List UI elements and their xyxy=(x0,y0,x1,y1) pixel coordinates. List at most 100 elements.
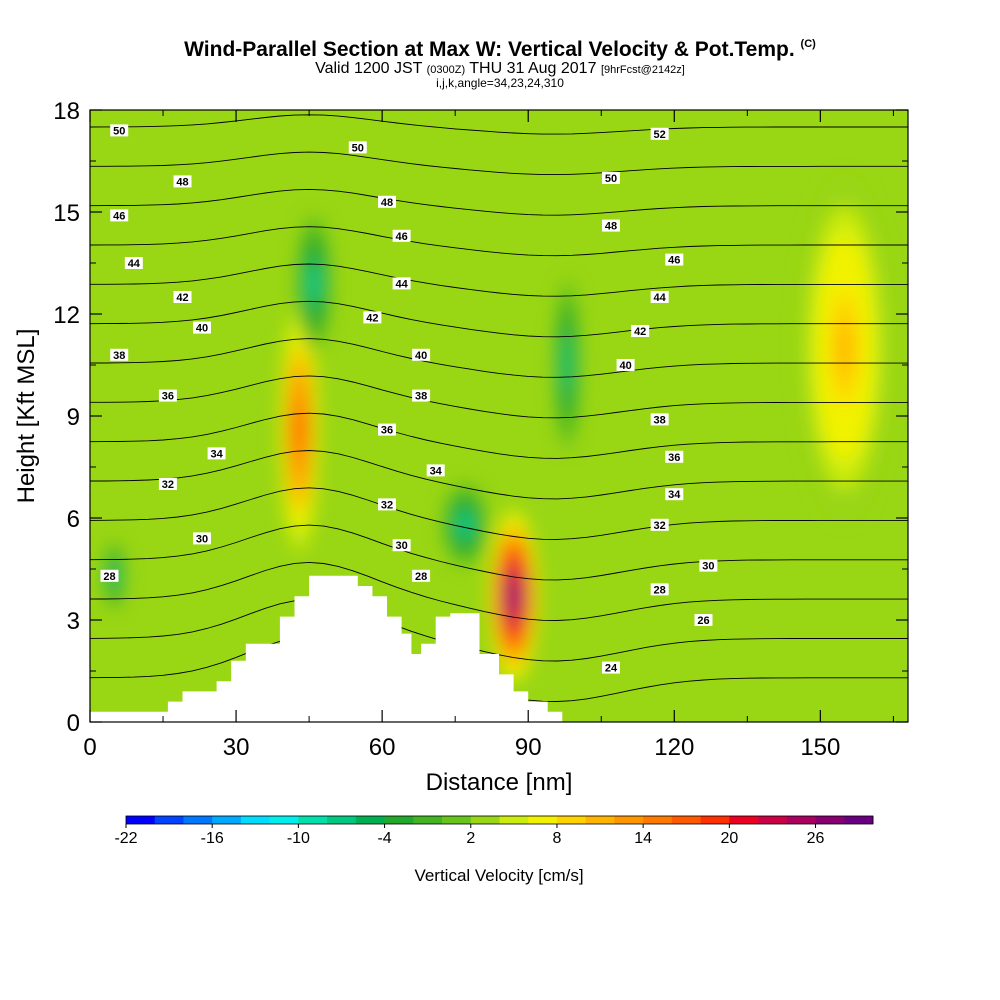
contour-label-text: 28 xyxy=(654,584,666,596)
colorbar-tick-label: 14 xyxy=(634,830,652,847)
contour-label-bg xyxy=(650,291,669,303)
y-tick-label: 9 xyxy=(67,404,80,431)
contour-label-text: 48 xyxy=(605,221,617,233)
contour-label-bg xyxy=(665,450,684,463)
contour-labels: 50 50 52 48 48 50 46 46 48 44 44 46 42 42 44 40 40 42 38 38… xyxy=(100,124,718,675)
y-tick-label: 0 xyxy=(67,710,80,737)
contour-label: 50 xyxy=(601,172,620,185)
contour-label: 30 xyxy=(699,559,718,573)
contour-label: 34 xyxy=(426,464,445,477)
contour-label-text: 46 xyxy=(668,255,680,267)
colorbar-swatch xyxy=(700,816,730,824)
contour-label-bg xyxy=(173,175,192,188)
x-tick-label: 150 xyxy=(800,734,840,761)
contour-label-bg xyxy=(173,291,192,303)
theta-contour xyxy=(90,151,908,176)
colorbar-tick-label: -16 xyxy=(201,830,224,847)
x-tick-label: 30 xyxy=(223,734,250,761)
contour-label-text: 46 xyxy=(395,231,407,243)
colorbar-swatch xyxy=(298,816,328,824)
x-tick-label: 90 xyxy=(515,734,542,761)
colorbar-swatch xyxy=(614,816,644,824)
contour-label-text: 34 xyxy=(210,448,223,460)
contour-label: 26 xyxy=(694,614,713,627)
theta-contour xyxy=(90,226,908,257)
contour-label-bg xyxy=(192,321,211,334)
contour-label: 52 xyxy=(650,127,669,141)
contour-label-bg xyxy=(631,325,650,337)
chart-title: Wind-Parallel Section at Max W: Vertical… xyxy=(184,38,816,61)
colorbar: -22 -16 -10 -4 2 8 14 20 26 Vertical Velocity [cm… xyxy=(114,815,874,885)
contour-label-text: 34 xyxy=(430,465,443,477)
contour-label-text: 40 xyxy=(619,360,631,372)
contour-label: 50 xyxy=(110,124,129,137)
valid-time: Valid 1200 JST (0300Z) THU 31 Aug 2017 [… xyxy=(315,60,685,77)
colorbar-swatch xyxy=(240,816,271,824)
contour-label-bg xyxy=(100,569,119,582)
contour-label-bg xyxy=(699,559,718,572)
colorbar-swatch xyxy=(528,816,558,824)
section-indices: i,j,k,angle=34,23,24,310 xyxy=(436,76,564,90)
colorbar-swatch xyxy=(786,816,816,824)
colorbar-swatch xyxy=(413,816,443,824)
contour-label: 40 xyxy=(616,359,635,372)
contour-label: 36 xyxy=(665,450,684,464)
contour-label: 28 xyxy=(100,569,119,583)
terrain xyxy=(90,575,563,722)
contour-label-bg xyxy=(601,172,620,184)
y-axis-label: Height [Kft MSL] xyxy=(13,329,40,504)
contour-label-text: 36 xyxy=(668,452,680,464)
contour-label: 42 xyxy=(363,311,382,324)
contour-label-text: 36 xyxy=(381,425,393,437)
contour-label: 32 xyxy=(650,518,669,532)
contour-label-text: 48 xyxy=(381,197,393,209)
plot-area: 50 50 52 48 48 50 46 46 48 44 44 46 42 42 44 40 40 42 38 38… xyxy=(90,110,908,722)
contour-label-bg xyxy=(694,614,713,626)
contour-label-text: 32 xyxy=(381,499,393,511)
contour-label-bg xyxy=(650,413,669,426)
colorbar-title: Vertical Velocity [cm/s] xyxy=(414,866,583,885)
contour-label-text: 42 xyxy=(176,292,188,304)
contour-label: 44 xyxy=(124,257,143,270)
contour-label-bg xyxy=(412,389,431,402)
contour-label-bg xyxy=(378,498,397,511)
colorbar-swatch xyxy=(212,816,242,824)
contour-label: 48 xyxy=(173,175,192,188)
contour-label-text: 38 xyxy=(654,414,666,426)
contour-label-text: 48 xyxy=(176,176,188,188)
contour-label: 38 xyxy=(110,348,129,362)
contour-label-text: 46 xyxy=(113,210,125,222)
contour-label-bg xyxy=(124,257,143,269)
theta-contour xyxy=(90,188,908,216)
contour-label: 30 xyxy=(392,539,411,552)
contour-label-text: 30 xyxy=(395,540,407,552)
colorbar-swatch xyxy=(384,816,414,824)
velocity-cell xyxy=(565,350,570,380)
colorbar-swatch xyxy=(643,816,673,824)
contour-label-text: 50 xyxy=(352,142,364,154)
theta-contour xyxy=(90,487,908,540)
theta-contour xyxy=(90,338,908,378)
contour-label: 42 xyxy=(173,291,192,304)
contour-label-text: 42 xyxy=(366,312,378,324)
colorbar-tick-label: 2 xyxy=(466,830,475,847)
contour-label-text: 32 xyxy=(654,520,666,532)
contour-label: 40 xyxy=(412,348,431,362)
theta-contour xyxy=(90,450,908,500)
contour-label-text: 34 xyxy=(668,489,681,501)
contour-label: 48 xyxy=(378,195,397,209)
colorbar-tick-label: -22 xyxy=(114,830,137,847)
theta-contours xyxy=(90,114,908,702)
velocity-cell xyxy=(837,319,853,377)
contour-label-text: 40 xyxy=(196,323,208,335)
theta-contour xyxy=(90,375,908,419)
contour-label-text: 28 xyxy=(415,571,427,583)
contour-label-text: 52 xyxy=(654,129,666,141)
contour-label: 30 xyxy=(192,532,211,545)
colorbar-frame xyxy=(125,815,874,825)
contour-label-bg xyxy=(392,229,411,242)
contour-label-text: 44 xyxy=(395,278,408,290)
y-tick-label: 12 xyxy=(53,302,80,329)
contour-label-text: 38 xyxy=(415,391,427,403)
contour-label: 34 xyxy=(665,488,684,501)
